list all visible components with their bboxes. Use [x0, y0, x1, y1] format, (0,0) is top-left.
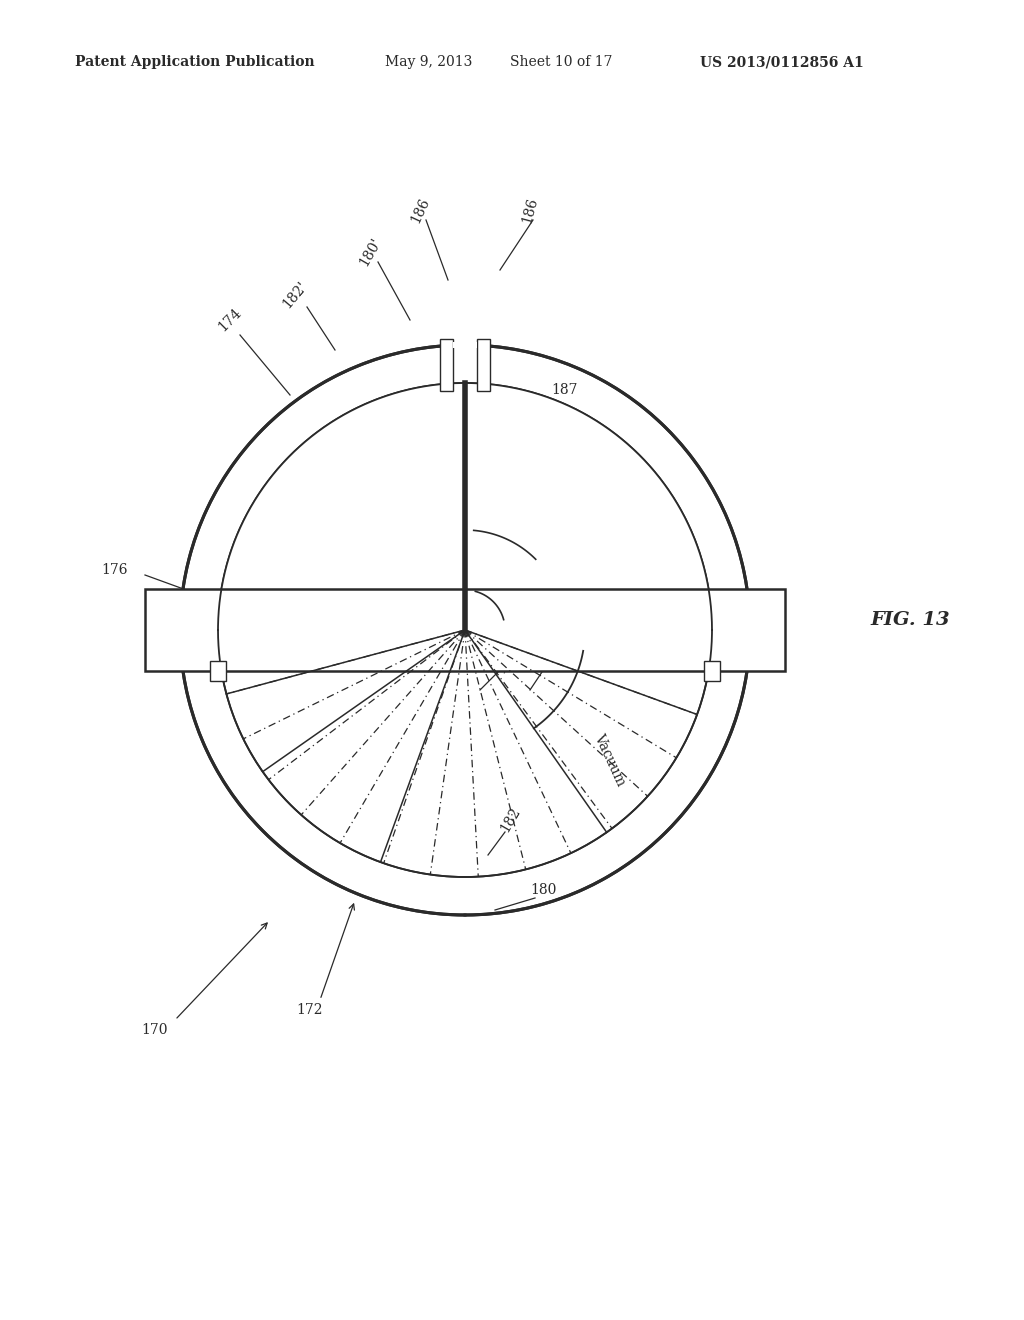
- Text: 186: 186: [520, 195, 541, 224]
- Text: 182: 182: [498, 805, 522, 836]
- Text: 187: 187: [552, 383, 579, 397]
- Text: May 9, 2013: May 9, 2013: [385, 55, 472, 69]
- Text: 176: 176: [101, 564, 128, 577]
- Text: Vacuum: Vacuum: [592, 731, 629, 788]
- Wedge shape: [218, 383, 712, 630]
- Text: US 2013/0112856 A1: US 2013/0112856 A1: [700, 55, 864, 69]
- Text: 180: 180: [529, 883, 556, 898]
- Text: 188: 188: [526, 503, 553, 517]
- Text: 182': 182': [280, 279, 310, 312]
- Text: 172: 172: [297, 1003, 324, 1016]
- Bar: [705, 661, 720, 681]
- Bar: [453, 342, 477, 348]
- Text: FIG. 13: FIG. 13: [870, 611, 949, 630]
- Text: 170: 170: [141, 1023, 168, 1038]
- Bar: [145, 589, 785, 671]
- Text: 178: 178: [544, 635, 570, 665]
- Bar: [210, 661, 226, 681]
- Text: 184: 184: [746, 653, 773, 667]
- Text: 184: 184: [157, 653, 183, 667]
- Text: Patent Application Publication: Patent Application Publication: [75, 55, 314, 69]
- Text: Sheet 10 of 17: Sheet 10 of 17: [510, 55, 612, 69]
- Text: 186: 186: [409, 195, 432, 224]
- Bar: [145, 589, 785, 671]
- Bar: [440, 339, 453, 391]
- Text: 180: 180: [494, 645, 517, 675]
- Text: 174: 174: [216, 306, 245, 334]
- Text: 180': 180': [356, 235, 384, 268]
- Bar: [477, 339, 490, 391]
